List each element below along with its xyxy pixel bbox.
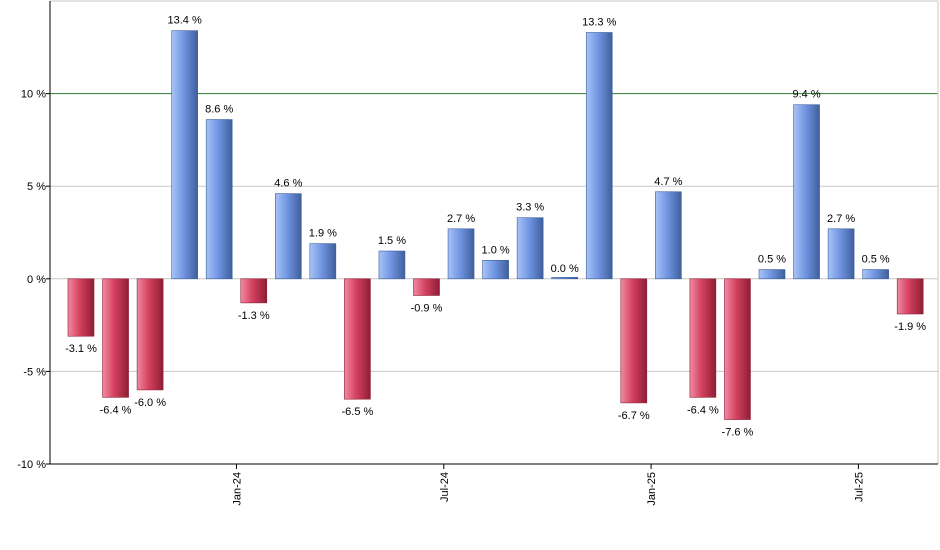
- y-tick-label: 10 %: [21, 89, 46, 101]
- bar: [344, 278, 371, 400]
- data-label: 4.7 %: [654, 176, 682, 188]
- x-tick-label: Jan-24: [231, 472, 243, 506]
- bar: [240, 278, 268, 304]
- data-label: 0.5 %: [758, 254, 786, 266]
- bar: [655, 191, 682, 280]
- bar: [378, 250, 406, 280]
- x-tick-label: Jan-25: [646, 472, 658, 506]
- bar: [136, 278, 164, 391]
- data-label: 2.7 %: [827, 213, 855, 225]
- bar: [585, 32, 613, 280]
- bar: [516, 217, 544, 280]
- data-label: -6.4 %: [687, 404, 719, 416]
- data-label: -6.4 %: [100, 404, 132, 416]
- y-tick-label: -10 %: [17, 459, 46, 471]
- data-label: 3.3 %: [516, 202, 544, 214]
- x-tick-label: Jul-24: [439, 472, 451, 502]
- bar: [724, 278, 751, 420]
- bar: [862, 269, 889, 280]
- bar: [205, 119, 233, 280]
- bar: [551, 276, 579, 280]
- bar: [413, 278, 440, 296]
- bar: [620, 278, 648, 404]
- data-label: -1.3 %: [238, 310, 270, 322]
- bar: [482, 259, 509, 280]
- data-label: 2.7 %: [447, 213, 475, 225]
- data-label: -6.7 %: [618, 410, 650, 422]
- data-labels: -3.1 %-6.4 %-6.0 %13.4 %8.6 %-1.3 %4.6 %…: [65, 15, 926, 439]
- y-tick-label: 0 %: [27, 274, 46, 286]
- bar: [793, 104, 820, 280]
- bar: [67, 278, 95, 337]
- bar: [102, 278, 129, 398]
- data-label: 13.3 %: [582, 16, 616, 28]
- bar: [447, 228, 475, 280]
- bar: [689, 278, 717, 398]
- data-label: 9.4 %: [792, 89, 820, 101]
- data-label: 8.6 %: [205, 104, 233, 116]
- bar: [309, 243, 337, 280]
- data-label: 0.5 %: [862, 254, 890, 266]
- bar: [827, 228, 855, 280]
- data-label: -0.9 %: [411, 302, 443, 314]
- data-label: -6.0 %: [134, 397, 166, 409]
- bars: [67, 30, 924, 420]
- bar: [896, 278, 924, 315]
- bar: [274, 193, 302, 280]
- data-label: -7.6 %: [722, 427, 754, 439]
- axes: -10 % -5 % 0 % 5 % 10 % Jan-24 Jul-24 Jan-25 Jul…: [17, 1, 938, 506]
- data-label: 1.5 %: [378, 235, 406, 247]
- data-label: 4.6 %: [274, 178, 302, 190]
- data-label: 0.0 %: [551, 263, 579, 275]
- data-label: 1.0 %: [482, 244, 510, 256]
- bar: [171, 30, 198, 280]
- data-label: -3.1 %: [65, 343, 97, 355]
- y-tick-label: -5 %: [23, 366, 46, 378]
- data-label: 1.9 %: [309, 228, 337, 240]
- x-tick-label: Jul-25: [853, 472, 865, 502]
- bar: [758, 269, 786, 280]
- y-tick-label: 5 %: [27, 181, 46, 193]
- data-label: 13.4 %: [168, 15, 202, 27]
- data-label: -1.9 %: [894, 321, 926, 333]
- data-label: -6.5 %: [342, 406, 374, 418]
